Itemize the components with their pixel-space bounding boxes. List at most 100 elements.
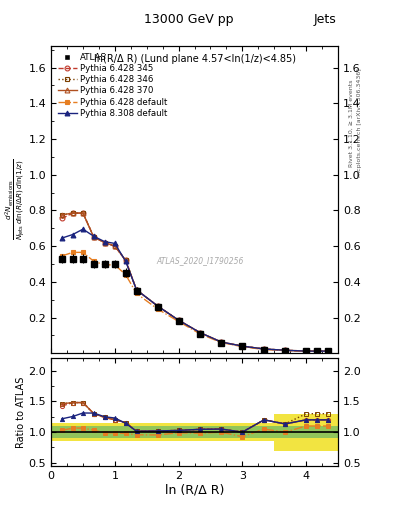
Pythia 6.428 346 [198, 330, 203, 336]
Text: mcplots.cern.ch [arXiv:1306.3436]: mcplots.cern.ch [arXiv:1306.3436] [357, 69, 362, 177]
Pythia 6.428 370 [60, 212, 64, 218]
Pythia 6.428 345 [219, 339, 224, 345]
Pythia 6.428 default [134, 290, 139, 296]
Pythia 8.308 default [81, 226, 85, 232]
Pythia 6.428 default [219, 339, 224, 346]
Pythia 6.428 346 [176, 317, 181, 323]
Pythia 8.308 default [325, 348, 330, 354]
Pythia 6.428 370 [92, 234, 96, 240]
Pythia 6.428 346 [262, 346, 266, 352]
Pythia 6.428 346 [112, 243, 117, 249]
Pythia 8.308 default [102, 239, 107, 245]
Pythia 8.308 default [314, 348, 319, 354]
X-axis label: ln (R/Δ R): ln (R/Δ R) [165, 483, 224, 497]
Pythia 8.308 default [123, 258, 128, 264]
Pythia 8.308 default [176, 317, 181, 323]
Pythia 6.428 370 [155, 303, 160, 309]
Pythia 6.428 default [81, 249, 85, 255]
Pythia 8.308 default [198, 330, 203, 336]
Pythia 8.308 default [60, 235, 64, 241]
Pythia 6.428 345 [314, 348, 319, 354]
Line: Pythia 6.428 370: Pythia 6.428 370 [59, 210, 330, 354]
Pythia 6.428 345 [102, 240, 107, 246]
Text: Rivet 3.1.10, ≥ 3.1M events: Rivet 3.1.10, ≥ 3.1M events [349, 79, 354, 166]
Pythia 6.428 default [155, 306, 160, 312]
Pythia 6.428 345 [155, 303, 160, 309]
Pythia 6.428 default [283, 348, 287, 354]
Pythia 6.428 345 [60, 216, 64, 222]
Line: Pythia 6.428 346: Pythia 6.428 346 [59, 210, 330, 353]
Pythia 6.428 345 [283, 347, 287, 353]
Pythia 6.428 346 [81, 210, 85, 216]
Pythia 6.428 345 [240, 343, 245, 349]
Pythia 6.428 345 [262, 346, 266, 352]
Pythia 6.428 370 [70, 210, 75, 216]
Line: Pythia 8.308 default: Pythia 8.308 default [59, 227, 330, 354]
Pythia 6.428 default [102, 262, 107, 268]
Legend: ATLAS, Pythia 6.428 345, Pythia 6.428 346, Pythia 6.428 370, Pythia 6.428 defaul: ATLAS, Pythia 6.428 345, Pythia 6.428 34… [55, 50, 170, 120]
Pythia 8.308 default [92, 233, 96, 240]
Pythia 6.428 370 [102, 240, 107, 246]
Pythia 6.428 370 [112, 243, 117, 249]
Pythia 6.428 370 [240, 343, 245, 349]
Pythia 6.428 345 [70, 210, 75, 216]
Pythia 6.428 345 [176, 317, 181, 323]
Pythia 8.308 default [70, 231, 75, 238]
Pythia 6.428 default [240, 344, 245, 350]
Pythia 6.428 346 [134, 287, 139, 293]
Line: Pythia 6.428 default: Pythia 6.428 default [59, 250, 330, 354]
Y-axis label: $\frac{d^2 N_\mathrm{emissions}}{N_\mathrm{jets}\,d\ln(R/\Delta R)\,d\ln(1/z)}$: $\frac{d^2 N_\mathrm{emissions}}{N_\math… [4, 159, 27, 240]
Pythia 6.428 345 [325, 348, 330, 354]
Pythia 6.428 default [198, 331, 203, 337]
Pythia 6.428 346 [60, 212, 64, 218]
Pythia 6.428 346 [219, 339, 224, 345]
Text: ATLAS_2020_I1790256: ATLAS_2020_I1790256 [156, 257, 244, 266]
Pythia 6.428 370 [219, 339, 224, 345]
Pythia 6.428 370 [198, 330, 203, 336]
Pythia 6.428 default [70, 249, 75, 255]
Pythia 6.428 default [262, 347, 266, 353]
Pythia 6.428 370 [81, 210, 85, 216]
Pythia 6.428 370 [262, 346, 266, 352]
Pythia 6.428 370 [325, 348, 330, 354]
Pythia 6.428 345 [81, 210, 85, 216]
Pythia 6.428 default [314, 348, 319, 354]
Pythia 6.428 346 [92, 234, 96, 240]
Pythia 6.428 346 [70, 210, 75, 216]
Pythia 6.428 370 [283, 347, 287, 353]
Pythia 8.308 default [112, 240, 117, 246]
Pythia 6.428 346 [304, 348, 309, 354]
Text: ln(R/Δ R) (Lund plane 4.57<ln(1/z)<4.85): ln(R/Δ R) (Lund plane 4.57<ln(1/z)<4.85) [94, 54, 296, 64]
Pythia 6.428 370 [134, 287, 139, 293]
Pythia 6.428 370 [123, 258, 128, 264]
Pythia 6.428 345 [112, 243, 117, 249]
Pythia 6.428 370 [176, 317, 181, 323]
Pythia 8.308 default [304, 348, 309, 354]
Text: 13000 GeV pp: 13000 GeV pp [144, 13, 233, 26]
Pythia 8.308 default [134, 287, 139, 293]
Pythia 6.428 default [112, 262, 117, 268]
Pythia 6.428 default [92, 258, 96, 264]
Pythia 6.428 346 [102, 240, 107, 246]
Pythia 8.308 default [262, 346, 266, 352]
Pythia 6.428 346 [123, 258, 128, 264]
Pythia 6.428 default [60, 253, 64, 259]
Pythia 8.308 default [240, 343, 245, 349]
Pythia 6.428 346 [314, 348, 319, 354]
Pythia 6.428 370 [304, 348, 309, 354]
Pythia 8.308 default [155, 303, 160, 309]
Pythia 6.428 345 [92, 234, 96, 240]
Pythia 8.308 default [219, 339, 224, 345]
Y-axis label: Ratio to ATLAS: Ratio to ATLAS [16, 376, 26, 448]
Pythia 6.428 345 [304, 348, 309, 354]
Pythia 6.428 default [325, 348, 330, 354]
Pythia 6.428 345 [198, 330, 203, 336]
Text: Jets: Jets [313, 13, 336, 26]
Pythia 6.428 346 [283, 347, 287, 353]
Pythia 6.428 346 [240, 343, 245, 349]
Pythia 6.428 346 [155, 303, 160, 309]
Pythia 6.428 default [304, 348, 309, 354]
Pythia 6.428 345 [134, 287, 139, 293]
Pythia 6.428 default [176, 318, 181, 325]
Line: Pythia 6.428 345: Pythia 6.428 345 [59, 210, 330, 354]
